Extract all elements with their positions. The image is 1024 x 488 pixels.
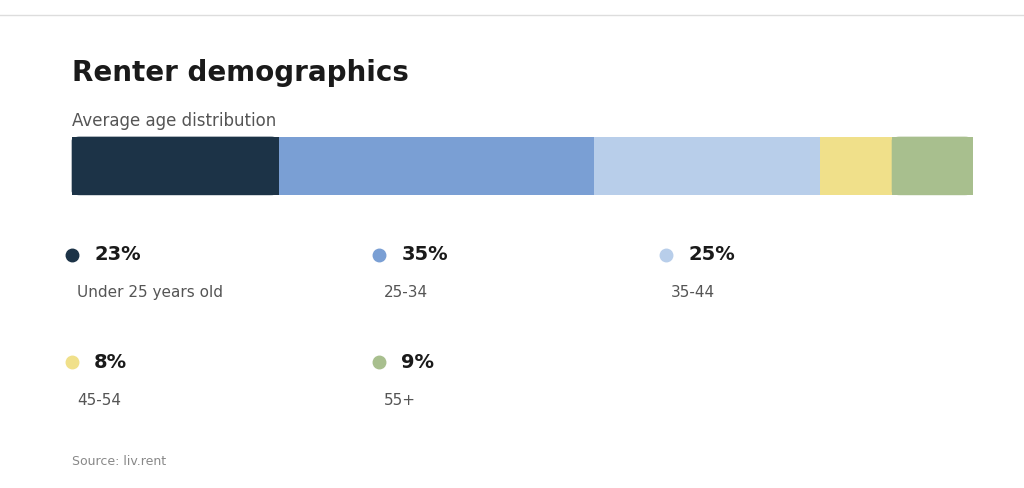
Text: 25%: 25% bbox=[688, 245, 735, 264]
Text: 45-54: 45-54 bbox=[77, 393, 121, 408]
FancyBboxPatch shape bbox=[72, 137, 279, 195]
Bar bbox=[892, 137, 973, 195]
Text: 9%: 9% bbox=[401, 353, 434, 371]
Text: Average age distribution: Average age distribution bbox=[72, 112, 275, 130]
Text: Source: liv.rent: Source: liv.rent bbox=[72, 455, 166, 468]
Text: 35%: 35% bbox=[401, 245, 449, 264]
Text: Under 25 years old: Under 25 years old bbox=[77, 285, 223, 301]
Bar bbox=[72, 137, 279, 195]
Text: 25-34: 25-34 bbox=[384, 285, 428, 301]
Text: 35-44: 35-44 bbox=[671, 285, 715, 301]
Text: 8%: 8% bbox=[94, 353, 127, 371]
Bar bbox=[279, 137, 594, 195]
Bar bbox=[819, 137, 892, 195]
Text: 23%: 23% bbox=[94, 245, 141, 264]
Text: 55+: 55+ bbox=[384, 393, 416, 408]
FancyBboxPatch shape bbox=[892, 137, 973, 195]
Text: Renter demographics: Renter demographics bbox=[72, 59, 409, 86]
Bar bbox=[594, 137, 819, 195]
